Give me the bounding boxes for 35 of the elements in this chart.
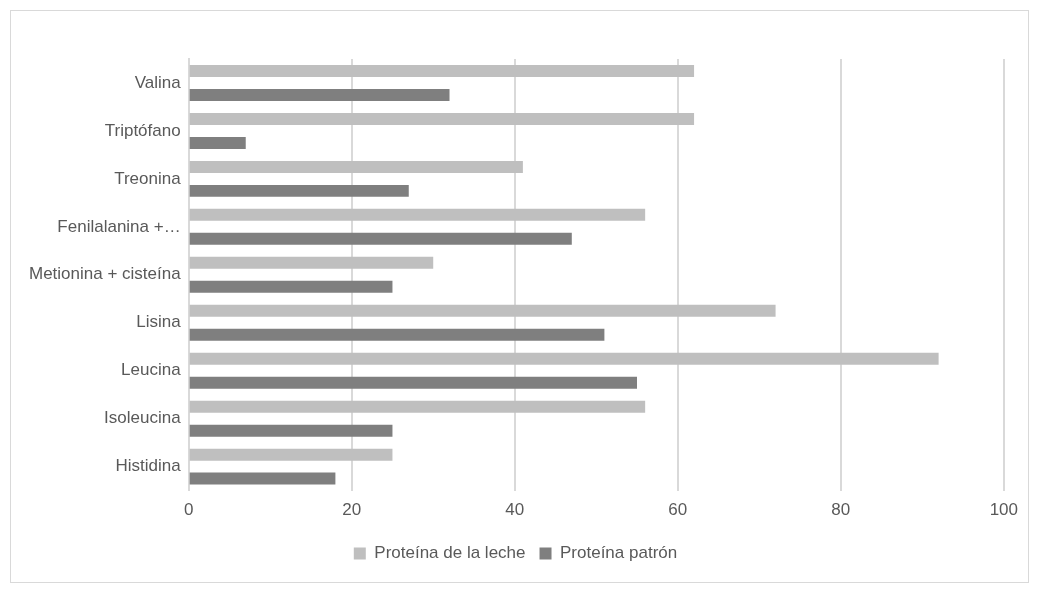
bar xyxy=(189,208,646,221)
x-tick-label: 20 xyxy=(342,500,362,520)
bar xyxy=(189,352,939,365)
bar xyxy=(189,184,409,197)
bar xyxy=(189,256,434,269)
y-tick-label: Leucina xyxy=(121,360,182,380)
y-tick-label: Isoleucina xyxy=(104,408,182,428)
x-tick-label: 0 xyxy=(183,500,194,520)
bar xyxy=(189,400,646,413)
bar xyxy=(189,448,393,461)
y-tick-label: Metionina + cisteína xyxy=(29,264,182,284)
bar xyxy=(189,112,695,125)
legend-label: Proteína patrón xyxy=(560,543,678,563)
legend-label: Proteína de la leche xyxy=(374,543,526,563)
bar xyxy=(189,160,523,173)
x-tick-label: 80 xyxy=(831,500,851,520)
bar xyxy=(189,472,336,485)
bar xyxy=(189,304,776,317)
y-tick-label: Fenilalanina +… xyxy=(57,216,181,236)
y-tick-label: Histidina xyxy=(115,456,182,476)
bar xyxy=(189,136,246,149)
y-tick-label: Triptófano xyxy=(104,120,181,140)
bar xyxy=(189,376,637,389)
bar xyxy=(189,424,393,437)
bar xyxy=(189,64,695,77)
bar xyxy=(189,328,605,341)
bar xyxy=(189,280,393,293)
x-tick-label: 40 xyxy=(505,500,525,520)
x-tick-label: 100 xyxy=(989,500,1019,520)
x-tick-label: 60 xyxy=(668,500,688,520)
bar xyxy=(189,88,450,101)
bar xyxy=(189,232,572,245)
y-tick-label: Treonina xyxy=(114,168,182,188)
y-tick-label: Valina xyxy=(134,72,182,92)
y-tick-label: Lisina xyxy=(136,312,182,332)
